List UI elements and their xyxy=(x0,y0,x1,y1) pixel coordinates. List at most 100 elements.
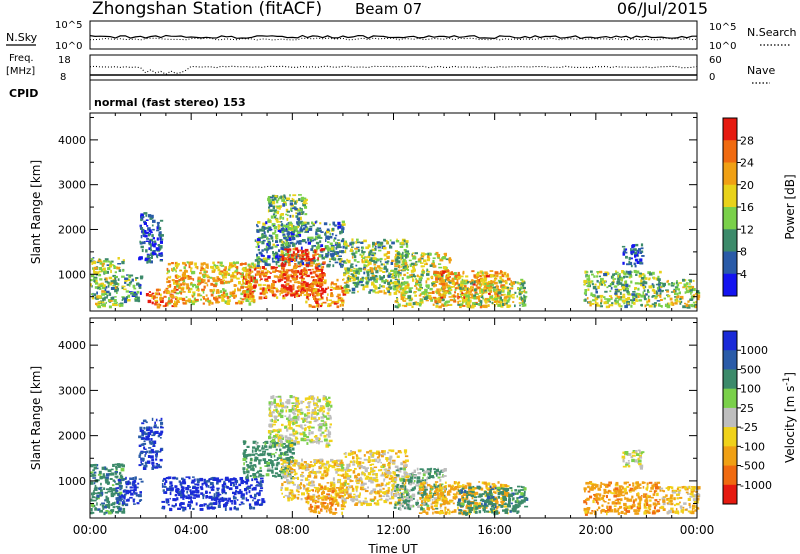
velocity-cell-4 xyxy=(291,452,295,455)
power-cell-16 xyxy=(660,285,663,288)
velocity-cell-2 xyxy=(142,432,144,435)
velocity-cell-5 xyxy=(316,398,319,401)
power-cell-2 xyxy=(159,219,164,222)
power-cell-12 xyxy=(435,281,439,283)
power-cell-10 xyxy=(397,274,400,277)
power-cell-0 xyxy=(101,285,106,290)
power-cell-0 xyxy=(93,266,98,270)
power-cell-13 xyxy=(511,281,515,285)
power-cell-4 xyxy=(191,283,196,286)
power-cell-2 xyxy=(142,234,146,237)
power-cell-12 xyxy=(439,293,443,297)
power-cell-8 xyxy=(311,258,314,261)
velocity-cell-3 xyxy=(203,478,206,482)
power-cell-13 xyxy=(471,305,475,309)
power-cell-6 xyxy=(285,225,290,228)
velocity-cell-1 xyxy=(135,486,139,489)
power-cell-14 xyxy=(654,290,656,294)
power-cell-12 xyxy=(445,284,449,287)
power-cell-5 xyxy=(247,294,250,298)
velocity-cell-0 xyxy=(93,466,98,469)
velocity-cell-4 xyxy=(248,453,252,457)
power-cell-14 xyxy=(657,275,660,279)
power-cell-11 xyxy=(410,262,415,266)
power-cell-4 xyxy=(219,270,221,274)
velocity-cell-1 xyxy=(115,497,119,500)
power-cell-6 xyxy=(278,258,281,261)
power-cell-9 xyxy=(318,293,321,296)
freq-panel-frame xyxy=(89,54,698,81)
power-cell-6 xyxy=(330,254,334,258)
power-cell-6 xyxy=(267,255,271,259)
velocity-cell-5 xyxy=(282,406,285,409)
power-cell-1 xyxy=(133,287,137,290)
power-cell-10 xyxy=(371,276,376,280)
power-cell-14 xyxy=(648,304,653,308)
power-cell-6 xyxy=(262,229,265,232)
power-cell-7 xyxy=(302,201,305,205)
power-cell-5 xyxy=(279,274,283,278)
power-cell-6 xyxy=(257,242,259,245)
power-cell-6 xyxy=(306,226,309,230)
power-cell-4 xyxy=(186,285,190,288)
power-cell-8 xyxy=(309,271,313,275)
power-cell-6 xyxy=(262,260,266,263)
power-cell-4 xyxy=(180,291,183,295)
power-cell-14 xyxy=(657,278,661,281)
velocity-cell-4 xyxy=(282,443,286,445)
power-cell-11 xyxy=(394,300,397,303)
power-cell-7 xyxy=(300,196,305,201)
velocity-cell-5 xyxy=(326,417,330,420)
power-cell-6 xyxy=(317,243,320,247)
power-cell-13 xyxy=(458,286,460,290)
power-cell-13 xyxy=(496,302,498,305)
power-cell-11 xyxy=(418,278,422,281)
velocity-cell-3 xyxy=(245,486,250,490)
power-cell-14 xyxy=(604,298,608,300)
power-cell-5 xyxy=(303,294,307,296)
velocity-cell-2 xyxy=(156,426,159,429)
power-cell-10 xyxy=(365,260,368,263)
power-cell-14 xyxy=(640,304,643,307)
velocity-cell-0 xyxy=(113,487,117,492)
velocity-cell-4 xyxy=(243,462,245,466)
power-cell-6 xyxy=(340,258,343,262)
power-cell-12 xyxy=(459,293,463,296)
power-cell-5 xyxy=(250,278,253,282)
velocity-cell-3 xyxy=(261,500,266,504)
velocity-cell-3 xyxy=(257,494,261,497)
power-cell-10 xyxy=(363,271,366,275)
velocity-cell-3 xyxy=(192,479,194,483)
power-cell-11 xyxy=(413,264,417,267)
power-cell-11 xyxy=(422,253,426,256)
velocity-cell-4 xyxy=(258,461,261,465)
velocity-cell-4 xyxy=(275,441,279,444)
power-cell-8 xyxy=(316,268,321,272)
power-cell-6 xyxy=(257,245,260,248)
power-cell-4 xyxy=(206,284,209,287)
power-cell-4 xyxy=(185,299,189,302)
power-cell-14 xyxy=(614,290,618,294)
velocity-cell-5 xyxy=(292,433,296,437)
power-cell-11 xyxy=(420,262,424,264)
velocity-cell-0 xyxy=(104,511,108,514)
velocity-cell-3 xyxy=(195,491,200,494)
power-cell-6 xyxy=(288,237,292,241)
power-cell-8 xyxy=(314,274,318,276)
velocity-cell-1 xyxy=(129,477,134,480)
velocity-cell-1 xyxy=(129,496,133,499)
power-cell-16 xyxy=(695,305,697,308)
power-cell-6 xyxy=(275,255,279,259)
power-cell-2 xyxy=(139,240,141,244)
velocity-cell-5 xyxy=(322,397,326,401)
power-cell-4 xyxy=(235,261,239,264)
power-cell-14 xyxy=(635,295,638,299)
power-colorbar-segment xyxy=(723,229,737,252)
power-cell-8 xyxy=(287,253,291,257)
power-cell-2 xyxy=(149,260,153,264)
velocity-cell-5 xyxy=(279,434,284,439)
velocity-cell-1 xyxy=(117,496,120,499)
velocity-cell-1 xyxy=(116,500,119,504)
power-cell-14 xyxy=(596,304,601,307)
velocity-cell-3 xyxy=(192,497,196,499)
